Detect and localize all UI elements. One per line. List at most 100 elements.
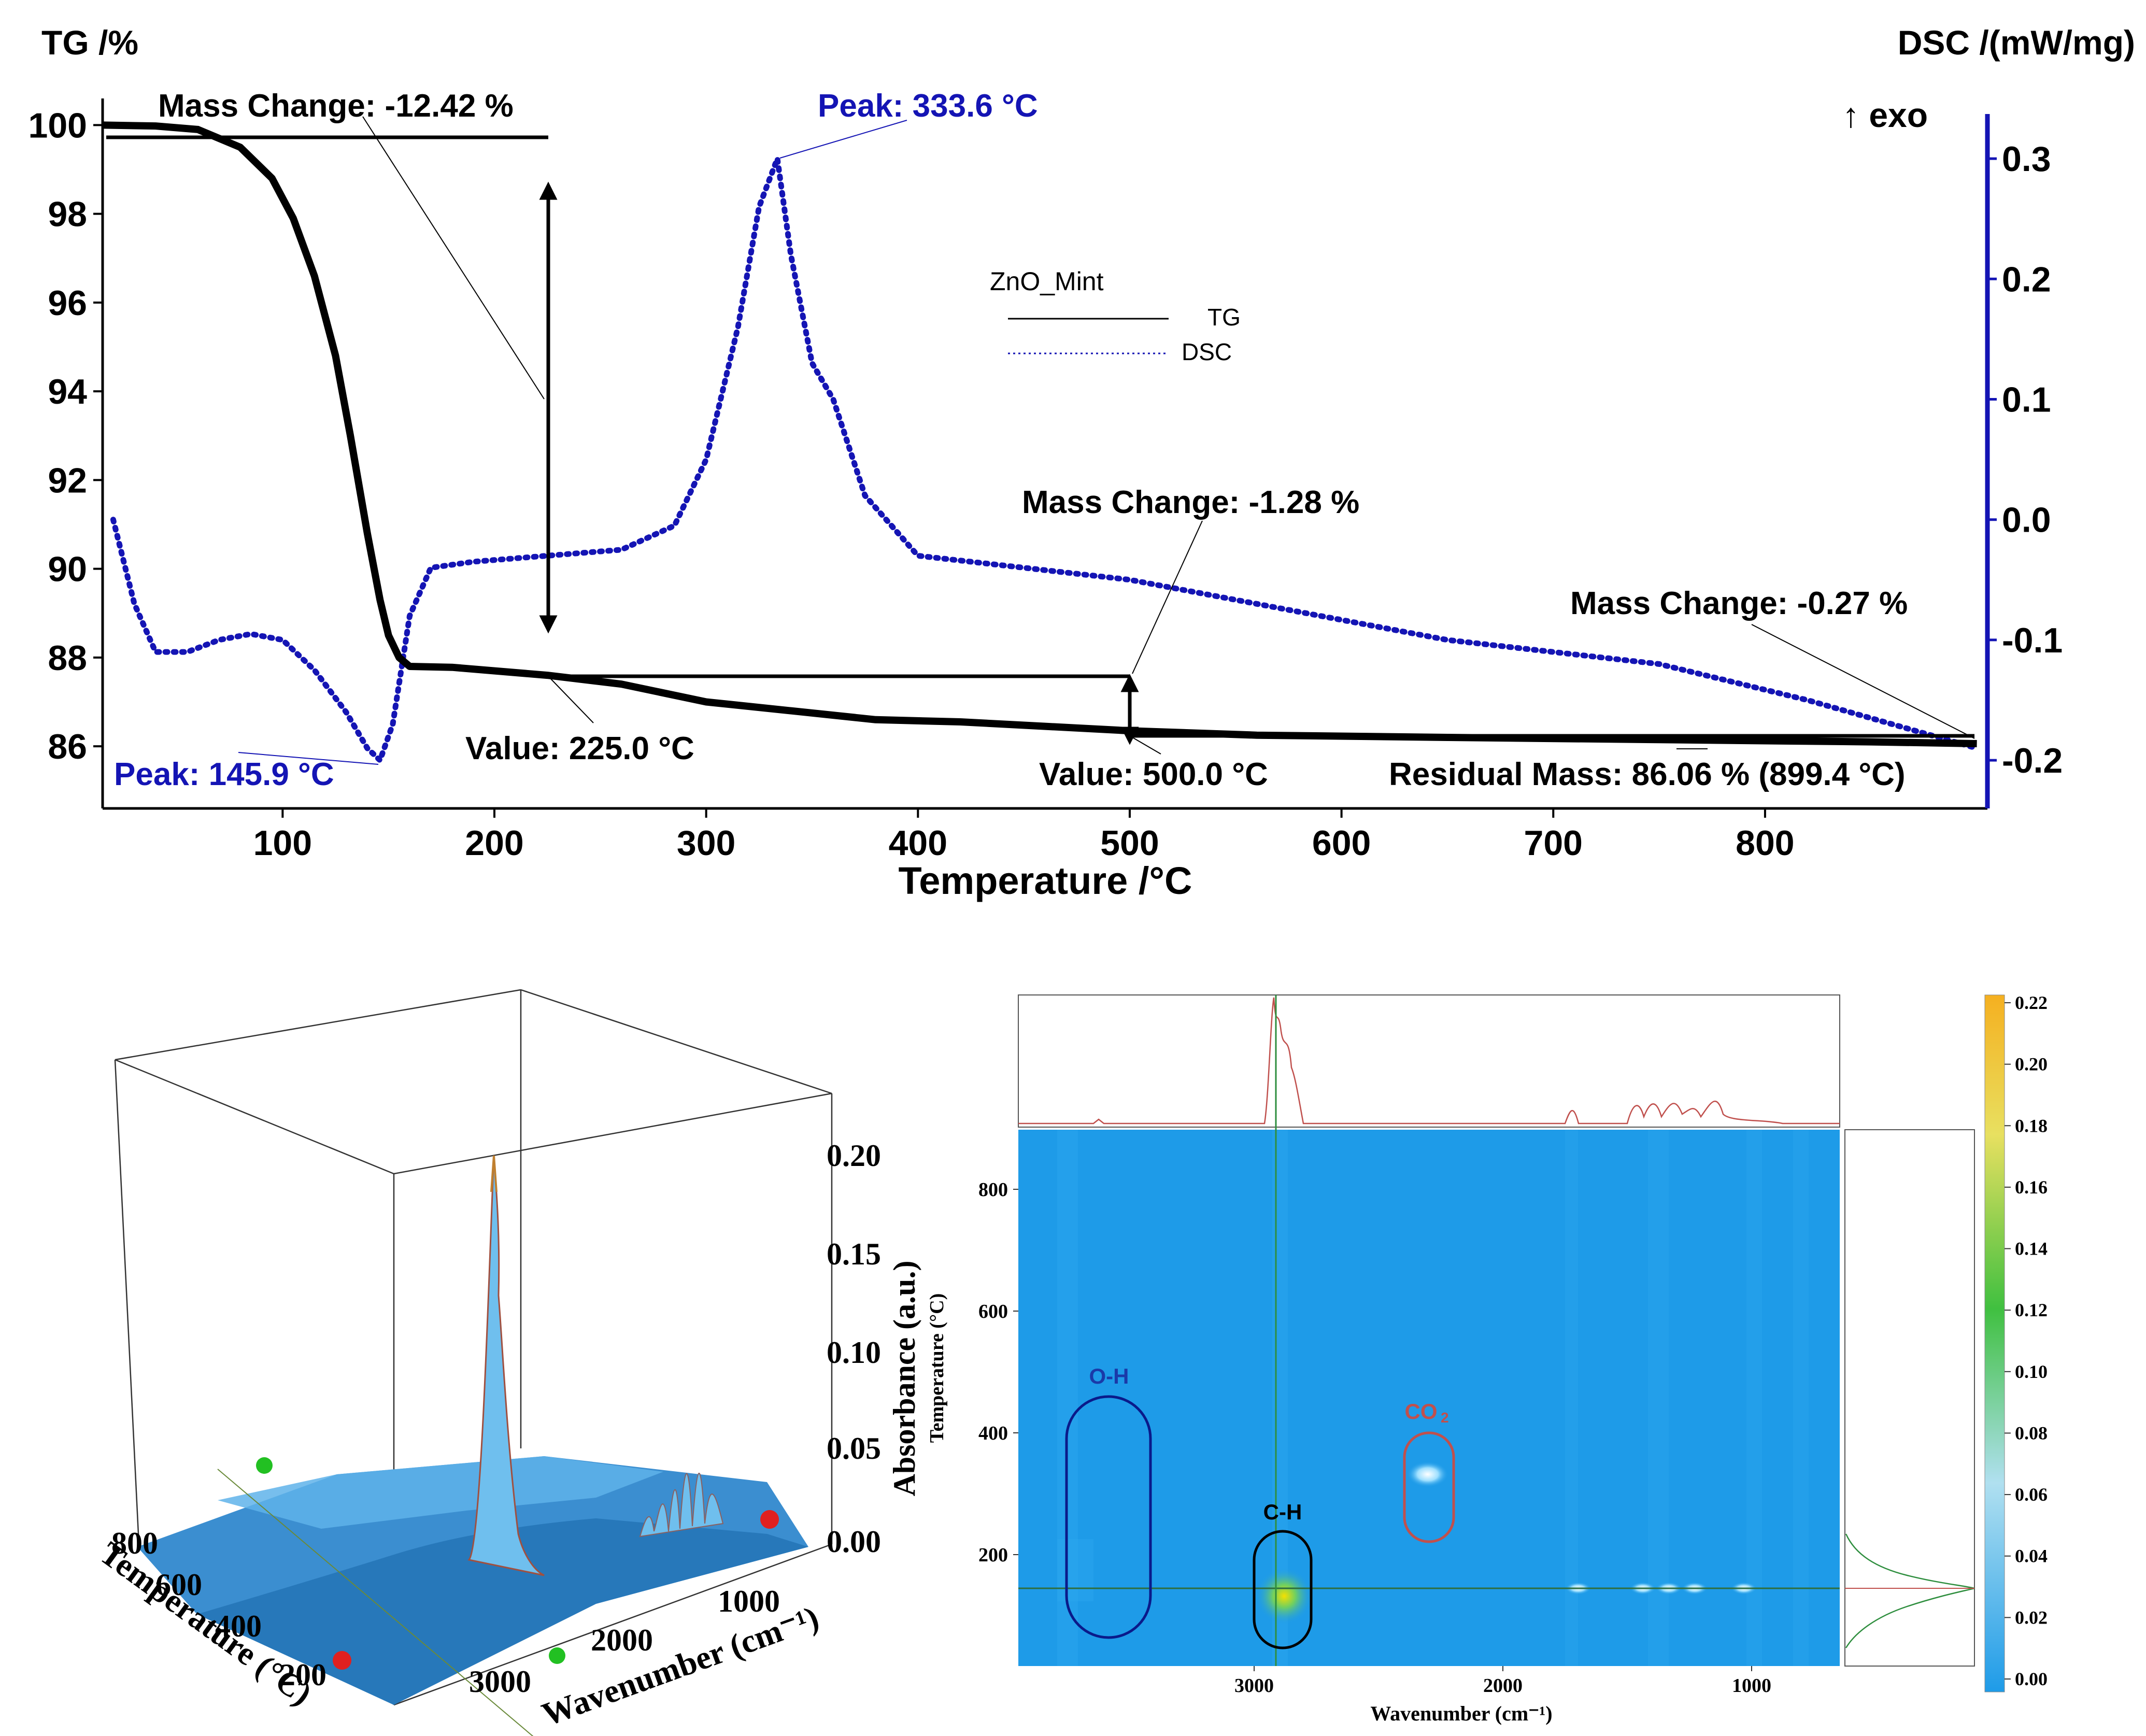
mass-change-3-leader — [1752, 624, 1974, 738]
contour-x-tick-label: 2000 — [1483, 1675, 1523, 1697]
temperature-x-ticks: 100 200 300 400 500 600 700 800 — [253, 808, 1795, 863]
colorbar-tick-label: 0.14 — [2015, 1239, 2048, 1259]
tg-y-tick-label: 100 — [29, 106, 87, 145]
peak-333-leader — [780, 120, 907, 158]
contour-y-tick-label: 400 — [978, 1422, 1008, 1444]
colorbar-ticks: 0.22 0.20 0.18 0.16 0.14 0.12 0.10 0.08 0.06 0.04… — [2005, 992, 2048, 1689]
colorbar-tick-label: 0.00 — [2015, 1669, 2048, 1689]
ftir-3d-surface-plot: 0.20 0.15 0.10 0.05 0.00 Absorbance (a.u.) 1… — [93, 990, 921, 1736]
value-225-label: Value: 225.0 °C — [465, 731, 694, 766]
tg-y-tick-label: 90 — [48, 550, 87, 589]
contour-x-tick-label: 3000 — [1234, 1675, 1274, 1697]
tg-y-tick-label: 86 — [48, 727, 87, 766]
green-marker-top — [256, 1457, 273, 1474]
temperature-x-tick-label: 100 — [253, 823, 312, 863]
dsc-y-tick-label: 0.0 — [2002, 501, 2051, 540]
dsc-y-tick-label: -0.1 — [2002, 621, 2063, 660]
absorbance-ticks: 0.20 0.15 0.10 0.05 0.00 — [827, 1139, 881, 1559]
absorbance-tick-label: 0.15 — [827, 1237, 881, 1271]
oh-region-fill — [1057, 1539, 1093, 1601]
co2-region-subscript: 2 — [1441, 1410, 1449, 1426]
peak-333-label: Peak: 333.6 °C — [818, 88, 1038, 124]
tg-axis-title: TG /% — [41, 23, 138, 62]
wavenumber-3d-tick-label: 3000 — [469, 1664, 531, 1699]
value-500-label: Value: 500.0 °C — [1039, 757, 1268, 792]
wavenumber-3d-axis-label: Wavenumber (cm⁻¹) — [537, 1599, 823, 1733]
dsc-y-tick-label: 0.2 — [2002, 260, 2051, 299]
green-marker-bottom — [549, 1647, 565, 1664]
tg-dsc-chart: TG /% DSC /(mW/mg) ↑ exo 100 98 96 94 92 90 88… — [29, 23, 2135, 902]
contour-y-ticks: 800 600 400 200 — [978, 1179, 1018, 1566]
absorbance-tick-label: 0.20 — [827, 1139, 881, 1173]
temperature-x-tick-label: 400 — [889, 823, 947, 863]
mass-change-1-label: Mass Change: -12.42 % — [158, 88, 514, 124]
absorbance-tick-label: 0.10 — [827, 1335, 881, 1370]
tg-y-ticks: 100 98 96 94 92 90 88 86 — [29, 106, 103, 766]
tg-series-line — [103, 125, 1977, 744]
colorbar-tick-label: 0.20 — [2015, 1054, 2048, 1075]
red-marker-right — [760, 1510, 779, 1529]
ftir-contour-map: O-H C-H CO 2 800 600 400 200 Temperature (°… — [926, 992, 2048, 1725]
colorbar-tick-label: 0.04 — [2015, 1546, 2048, 1567]
contour-band — [1793, 1130, 1809, 1666]
tg-y-tick-label: 94 — [48, 372, 87, 411]
dsc-series-line — [113, 159, 1977, 760]
temperature-axis-label: Temperature /°C — [899, 859, 1192, 902]
colorbar-tick-label: 0.12 — [2015, 1300, 2048, 1320]
tg-y-tick-label: 98 — [48, 195, 87, 234]
contour-y-tick-label: 800 — [978, 1179, 1008, 1201]
colorbar-tick-label: 0.06 — [2015, 1484, 2048, 1505]
mass-change-1-leader — [363, 117, 544, 399]
absorbance-axis-label: Absorbance (a.u.) — [887, 1260, 921, 1496]
co2-region-label: CO — [1405, 1399, 1438, 1424]
colorbar-tick-label: 0.02 — [2015, 1607, 2048, 1628]
dsc-y-ticks: 0.3 0.2 0.1 0.0 -0.1 -0.2 — [1987, 139, 2063, 780]
mass-change-2-label: Mass Change: -1.28 % — [1022, 485, 1359, 520]
colorbar-tick-label: 0.16 — [2015, 1177, 2048, 1198]
mass-change-2-leader — [1132, 521, 1202, 674]
dsc-y-tick-label: 0.1 — [2002, 380, 2051, 420]
temperature-x-tick-label: 800 — [1736, 823, 1794, 863]
contour-x-tick-label: 1000 — [1732, 1675, 1771, 1697]
contour-x-axis-label: Wavenumber (cm⁻¹) — [1370, 1702, 1552, 1725]
colorbar-tick-label: 0.10 — [2015, 1361, 2048, 1382]
contour-x-ticks: 3000 2000 1000 — [1234, 1666, 1771, 1697]
mass-change-3-label: Mass Change: -0.27 % — [1570, 586, 1908, 621]
tg-y-tick-label: 96 — [48, 283, 87, 323]
ch-hotspot — [1256, 1568, 1313, 1625]
dsc-axis-title: DSC /(mW/mg) — [1898, 23, 2135, 62]
dsc-y-tick-label: 0.3 — [2002, 139, 2051, 179]
legend-tg-label: TG — [1207, 304, 1241, 331]
legend: ZnO_Mint TG DSC — [990, 267, 1241, 365]
temperature-x-tick-label: 200 — [465, 823, 523, 863]
temperature-x-tick-label: 700 — [1524, 823, 1583, 863]
red-marker-left — [333, 1651, 351, 1670]
dsc-y-tick-label: -0.2 — [2002, 741, 2063, 780]
colorbar — [1985, 995, 2005, 1692]
peak-145-label: Peak: 145.9 °C — [114, 757, 334, 792]
oh-region-label: O-H — [1089, 1364, 1129, 1388]
legend-dsc-label: DSC — [1182, 338, 1232, 365]
colorbar-tick-label: 0.08 — [2015, 1422, 2048, 1443]
co2-hotspot — [1407, 1461, 1448, 1487]
tg-y-tick-label: 88 — [48, 638, 87, 678]
residual-mass-label: Residual Mass: 86.06 % (899.4 °C) — [1389, 757, 1906, 792]
temperature-x-tick-label: 300 — [677, 823, 735, 863]
tg-y-tick-label: 92 — [48, 461, 87, 500]
temperature-x-tick-label: 600 — [1312, 823, 1371, 863]
contour-y-axis-label: Temperature (°C) — [926, 1293, 948, 1443]
top-spectrum-panel — [1018, 995, 1840, 1127]
exo-label: ↑ exo — [1842, 96, 1928, 134]
wavenumber-3d-tick-label: 2000 — [591, 1623, 653, 1657]
value-500-leader — [1130, 736, 1161, 754]
colorbar-tick-label: 0.18 — [2015, 1115, 2048, 1136]
colorbar-tick-label: 0.22 — [2015, 992, 2048, 1013]
absorbance-tick-label: 0.00 — [827, 1525, 881, 1559]
contour-y-tick-label: 600 — [978, 1301, 1008, 1322]
contour-y-tick-label: 200 — [978, 1544, 1008, 1566]
legend-title: ZnO_Mint — [990, 267, 1104, 296]
absorbance-tick-label: 0.05 — [827, 1431, 881, 1465]
side-profile-panel — [1845, 1130, 1974, 1666]
temperature-x-tick-label: 500 — [1100, 823, 1159, 863]
contour-plot-area — [1018, 1130, 1840, 1666]
